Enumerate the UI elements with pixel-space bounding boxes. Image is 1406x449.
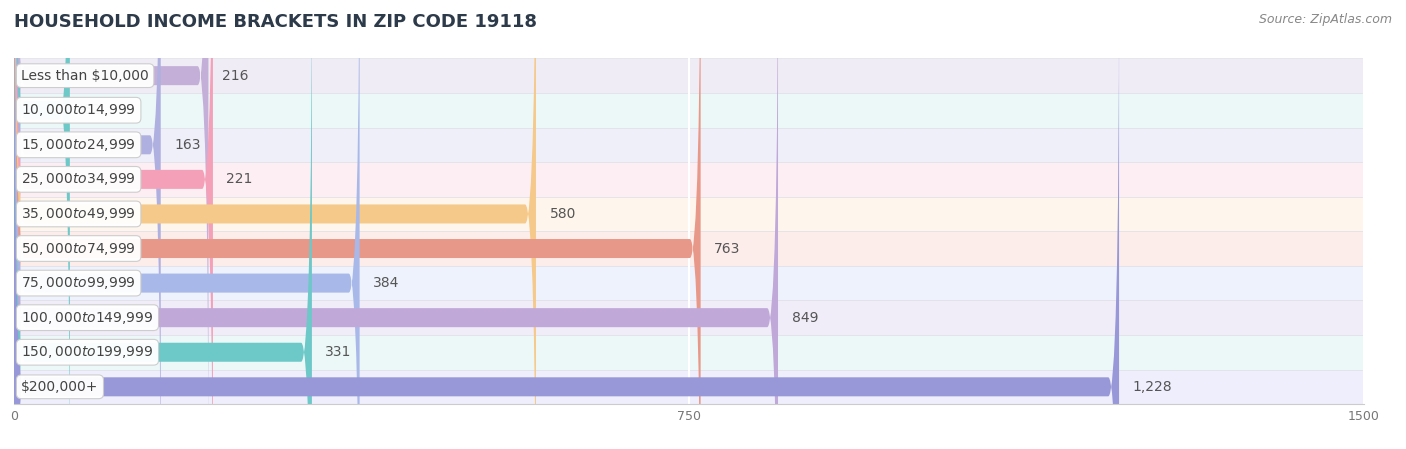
Text: 216: 216	[222, 69, 249, 83]
FancyBboxPatch shape	[14, 0, 1119, 449]
FancyBboxPatch shape	[14, 128, 1364, 162]
FancyBboxPatch shape	[14, 197, 1364, 231]
Text: 221: 221	[226, 172, 253, 186]
Text: $75,000 to $99,999: $75,000 to $99,999	[21, 275, 136, 291]
FancyBboxPatch shape	[14, 0, 778, 449]
FancyBboxPatch shape	[14, 300, 1364, 335]
Text: 331: 331	[325, 345, 352, 359]
Text: Source: ZipAtlas.com: Source: ZipAtlas.com	[1258, 13, 1392, 26]
Text: $50,000 to $74,999: $50,000 to $74,999	[21, 241, 136, 256]
FancyBboxPatch shape	[14, 0, 536, 449]
FancyBboxPatch shape	[14, 370, 1364, 404]
FancyBboxPatch shape	[14, 162, 1364, 197]
Text: $100,000 to $149,999: $100,000 to $149,999	[21, 310, 153, 326]
FancyBboxPatch shape	[14, 93, 1364, 128]
Text: 580: 580	[550, 207, 576, 221]
FancyBboxPatch shape	[14, 0, 700, 449]
Text: Less than $10,000: Less than $10,000	[21, 69, 149, 83]
FancyBboxPatch shape	[14, 0, 212, 449]
Text: 849: 849	[792, 311, 818, 325]
Text: HOUSEHOLD INCOME BRACKETS IN ZIP CODE 19118: HOUSEHOLD INCOME BRACKETS IN ZIP CODE 19…	[14, 13, 537, 31]
FancyBboxPatch shape	[14, 231, 1364, 266]
Text: $200,000+: $200,000+	[21, 380, 98, 394]
Text: $10,000 to $14,999: $10,000 to $14,999	[21, 102, 136, 118]
Text: $150,000 to $199,999: $150,000 to $199,999	[21, 344, 153, 360]
FancyBboxPatch shape	[14, 58, 1364, 93]
Text: $15,000 to $24,999: $15,000 to $24,999	[21, 137, 136, 153]
FancyBboxPatch shape	[14, 0, 160, 449]
FancyBboxPatch shape	[14, 335, 1364, 370]
Text: 62: 62	[83, 103, 101, 117]
Text: 384: 384	[373, 276, 399, 290]
FancyBboxPatch shape	[14, 0, 312, 449]
Text: 163: 163	[174, 138, 201, 152]
Text: 1,228: 1,228	[1133, 380, 1173, 394]
FancyBboxPatch shape	[14, 0, 70, 449]
FancyBboxPatch shape	[14, 0, 360, 449]
Text: $35,000 to $49,999: $35,000 to $49,999	[21, 206, 136, 222]
Text: $25,000 to $34,999: $25,000 to $34,999	[21, 172, 136, 187]
FancyBboxPatch shape	[14, 0, 208, 449]
FancyBboxPatch shape	[14, 266, 1364, 300]
Text: 763: 763	[714, 242, 741, 255]
